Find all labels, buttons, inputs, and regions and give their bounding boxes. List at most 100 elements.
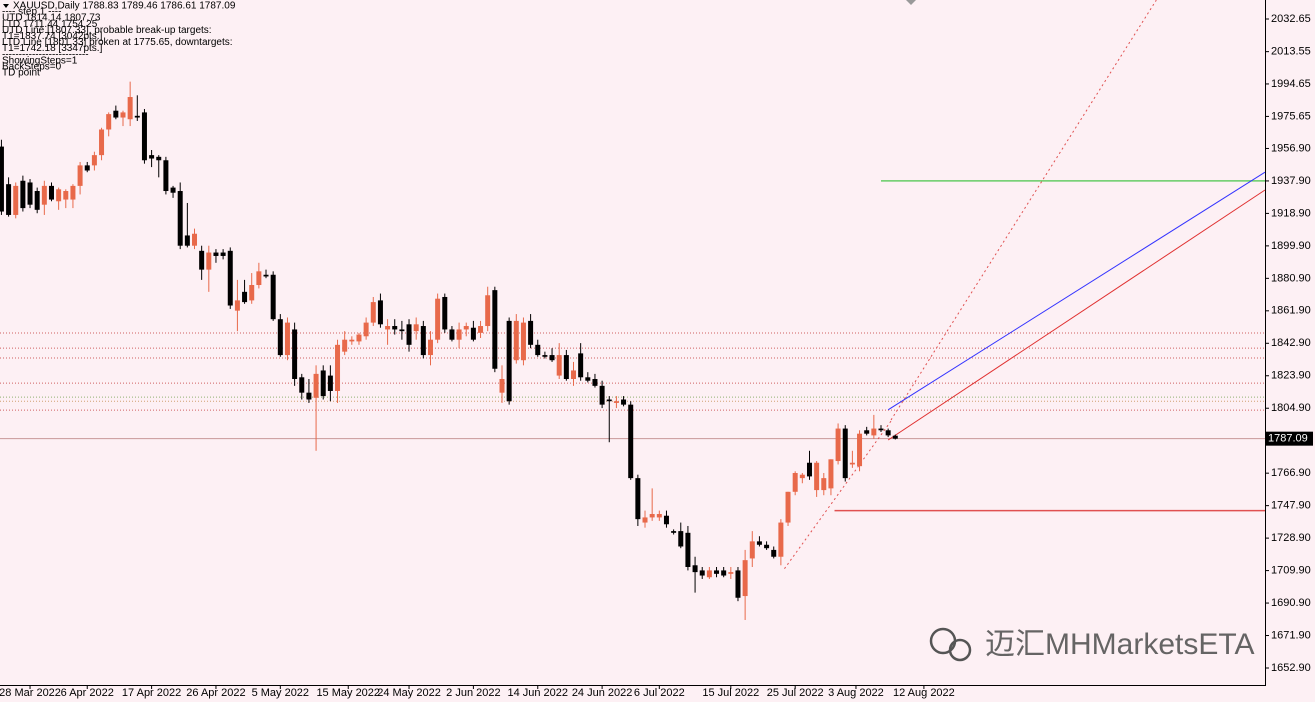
candle-body: [392, 326, 398, 330]
candle-body: [106, 114, 112, 130]
candle-body: [299, 377, 305, 393]
candle-body: [592, 379, 598, 386]
candle-body: [714, 570, 720, 574]
x-tick-label: 17 Apr 2022: [122, 687, 181, 699]
watermark-text: 迈汇MHMarketsETA: [985, 628, 1254, 661]
info-line: ---- step 1 ----: [2, 7, 61, 18]
watermark: 迈汇MHMarketsETA: [929, 627, 1254, 662]
candle-body: [613, 401, 619, 403]
y-tick-label: 1766.90: [1271, 467, 1311, 479]
candle-body: [13, 185, 19, 215]
candle-body: [685, 532, 691, 567]
candle-body: [84, 165, 90, 171]
y-tick-label: 1652.90: [1271, 662, 1311, 674]
y-tick-label: 1975.65: [1271, 110, 1311, 122]
candle-body: [206, 252, 212, 270]
x-tick-label: 6 Jul 2022: [634, 687, 685, 699]
candle-body: [485, 295, 491, 327]
candle-body: [6, 184, 12, 215]
candle-body: [420, 326, 426, 356]
candle-body: [0, 146, 4, 212]
candle-body: [327, 375, 333, 391]
info-line: UTD 1814.14 1807.73: [2, 13, 101, 24]
x-tick-label: 15 May 2022: [316, 687, 380, 699]
candle-body: [77, 165, 83, 186]
candle-body: [878, 428, 884, 431]
y-tick-label: 2013.55: [1271, 46, 1311, 58]
candle-body: [377, 300, 383, 325]
candle-body: [828, 459, 834, 489]
candle-body: [463, 326, 469, 330]
candle-body: [427, 339, 433, 356]
candle-body: [821, 478, 827, 491]
x-tick-label: 26 Apr 2022: [186, 687, 245, 699]
y-tick-label: 1728.90: [1271, 532, 1311, 544]
candle-body: [506, 320, 512, 402]
y-tick-label: 1861.90: [1271, 305, 1311, 317]
info-line: LTD 1711.44 1754.25: [2, 19, 98, 30]
x-tick-label: 3 Aug 2022: [828, 687, 884, 699]
candle-body: [785, 491, 791, 523]
y-tick-label: 1994.65: [1271, 78, 1311, 90]
candle-body: [749, 541, 755, 559]
y-tick-label: 2032.65: [1271, 13, 1311, 25]
candle-body: [284, 322, 290, 356]
candle-body: [456, 329, 462, 340]
current-price-label: 1787.09: [1268, 433, 1308, 445]
candle-body: [192, 233, 198, 246]
candle-body: [306, 392, 312, 400]
info-line: TD point: [2, 68, 40, 79]
candle-body: [406, 324, 412, 345]
candle-body: [292, 329, 298, 380]
candle-body: [134, 115, 140, 118]
candle-body: [806, 462, 812, 477]
candle-body: [234, 300, 240, 311]
candle-body: [442, 296, 448, 330]
candle-body: [213, 252, 219, 256]
candle-body: [141, 112, 147, 161]
candle-body: [871, 428, 877, 436]
x-tick-label: 6 Apr 2022: [61, 687, 114, 699]
candle-body: [542, 355, 548, 357]
candle-body: [313, 373, 319, 398]
candle-body: [857, 433, 863, 467]
candle-body: [220, 252, 226, 256]
candle-body: [799, 474, 805, 479]
candle-body: [199, 250, 205, 270]
candle-body: [513, 320, 519, 361]
y-tick-label: 1937.90: [1271, 175, 1311, 187]
candle-body: [835, 428, 841, 462]
candle-body: [470, 327, 476, 340]
candle-body: [363, 322, 369, 337]
candle-body: [413, 324, 419, 332]
candle-body: [764, 544, 770, 549]
candle-body: [885, 430, 891, 436]
candle-body: [34, 191, 40, 210]
x-tick-label: 28 Mar 2022: [0, 687, 61, 699]
candle-body: [656, 514, 662, 518]
x-tick-label: 14 Jun 2022: [507, 687, 568, 699]
candle-body: [892, 435, 898, 439]
candle-body: [578, 353, 584, 378]
trendline: [887, 189, 1266, 441]
candle-body: [778, 522, 784, 557]
candle-body: [342, 339, 348, 352]
x-tick-label: 12 Aug 2022: [893, 687, 955, 699]
candle-body: [606, 399, 612, 402]
x-tick-label: 2 Jun 2022: [446, 687, 500, 699]
candle-body: [571, 370, 577, 380]
info-line: T1=1837.74 [3042pts.]: [2, 31, 103, 42]
x-tick-label: 24 May 2022: [377, 687, 441, 699]
candle-body: [242, 291, 248, 303]
x-tick-label: 25 Jul 2022: [767, 687, 824, 699]
candle-body: [91, 155, 97, 166]
candle-body: [621, 399, 627, 405]
scroll-marker: [906, 0, 916, 5]
candle-body: [842, 428, 848, 479]
info-line: --------------------------: [2, 49, 89, 60]
candle-body: [449, 329, 455, 340]
candle-body: [184, 235, 190, 246]
candle-body: [163, 160, 169, 192]
